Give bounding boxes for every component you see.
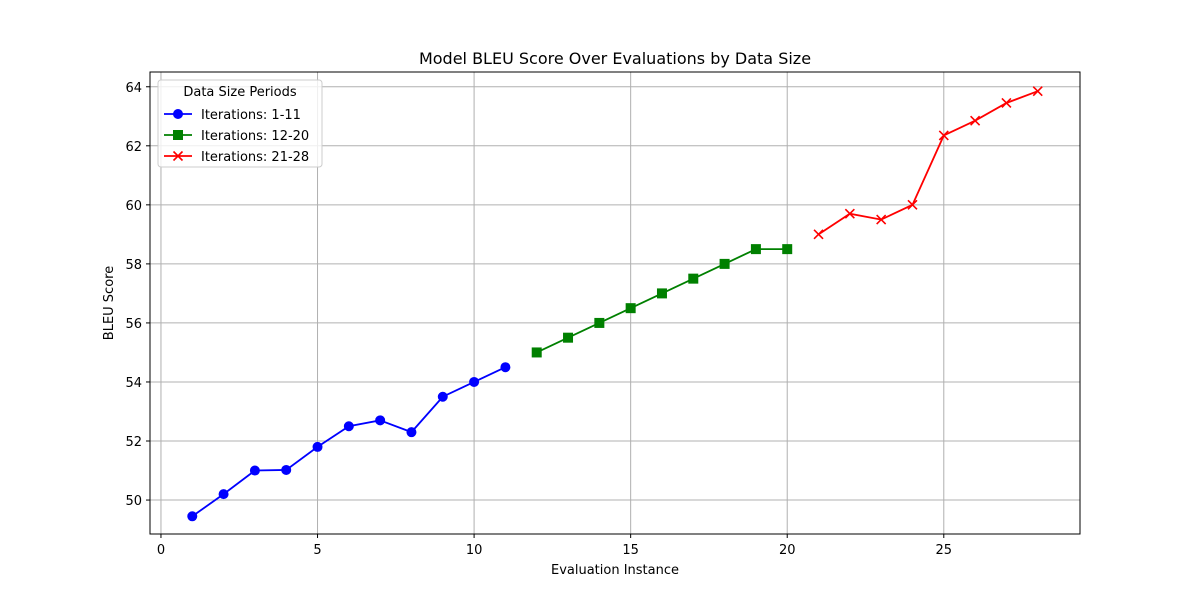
- data-point: [970, 115, 981, 126]
- y-tick-label: 52: [125, 435, 142, 450]
- plot-frame: [149, 71, 1081, 535]
- data-point: [187, 511, 198, 522]
- series-line: [818, 90, 1039, 236]
- series-2: [531, 244, 793, 358]
- data-point: [281, 464, 292, 475]
- x-tick-label: 15: [622, 543, 639, 558]
- data-point: [719, 258, 730, 269]
- data-point: [938, 130, 949, 141]
- legend-marker: [173, 109, 183, 119]
- data-point: [375, 415, 386, 426]
- data-point: [500, 362, 511, 373]
- x-tick-label: 10: [466, 543, 483, 558]
- data-point: [1032, 86, 1043, 97]
- data-point: [563, 332, 574, 343]
- x-tick-label: 25: [936, 543, 953, 558]
- legend-label: Iterations: 12-20: [201, 129, 309, 144]
- axis-ticks: 0 5 10 15 20 25 50 52 54 56 58 60 62 64: [125, 81, 952, 558]
- y-tick-label: 58: [125, 258, 142, 273]
- legend-title: Data Size Periods: [183, 85, 297, 100]
- data-point: [594, 317, 605, 328]
- y-axis-label: BLEU Score: [102, 266, 117, 340]
- y-tick-label: 50: [125, 494, 142, 509]
- data-point: [218, 489, 229, 500]
- data-point: [907, 199, 918, 210]
- data-point: [437, 391, 448, 402]
- x-tick-label: 20: [779, 543, 796, 558]
- legend-box: [157, 79, 323, 168]
- legend-marker: [172, 150, 184, 162]
- data-point: [249, 465, 260, 476]
- y-tick-label: 60: [125, 199, 142, 214]
- y-tick-label: 64: [125, 81, 142, 96]
- data-point: [688, 273, 699, 284]
- legend-items: Iterations: 1-11 Iterations: 12-20 Iterati…: [164, 108, 309, 165]
- data-point: [625, 303, 636, 314]
- legend-marker: [173, 130, 183, 140]
- legend-item: Iterations: 1-11: [164, 108, 301, 123]
- data-point: [312, 441, 323, 452]
- x-axis-label: Evaluation Instance: [551, 563, 679, 578]
- data-point: [844, 208, 855, 219]
- series-group: [187, 86, 1043, 522]
- legend-label: Iterations: 1-11: [201, 108, 301, 123]
- data-point: [406, 427, 417, 438]
- series-3: [813, 86, 1043, 240]
- chart-title: Model BLEU Score Over Evaluations by Dat…: [419, 49, 811, 68]
- data-point: [469, 376, 480, 387]
- y-tick-label: 54: [125, 376, 142, 391]
- y-tick-label: 56: [125, 317, 142, 332]
- series-1: [187, 362, 511, 522]
- data-point: [876, 214, 887, 225]
- legend-item: Iterations: 12-20: [164, 129, 309, 144]
- data-point: [343, 421, 354, 432]
- legend-label: Iterations: 21-28: [201, 150, 309, 165]
- legend: Data Size Periods Iterations: 1-11Iterat…: [157, 79, 323, 168]
- legend-item: Iterations: 21-28: [164, 150, 309, 165]
- x-tick-label: 5: [313, 543, 321, 558]
- gridlines: [150, 72, 1080, 534]
- y-tick-label: 62: [125, 140, 142, 155]
- x-tick-label: 0: [157, 543, 165, 558]
- data-point: [656, 288, 667, 299]
- data-point: [782, 244, 793, 255]
- data-point: [1001, 97, 1012, 109]
- data-point: [813, 229, 824, 240]
- data-point: [750, 244, 761, 255]
- data-point: [531, 347, 542, 358]
